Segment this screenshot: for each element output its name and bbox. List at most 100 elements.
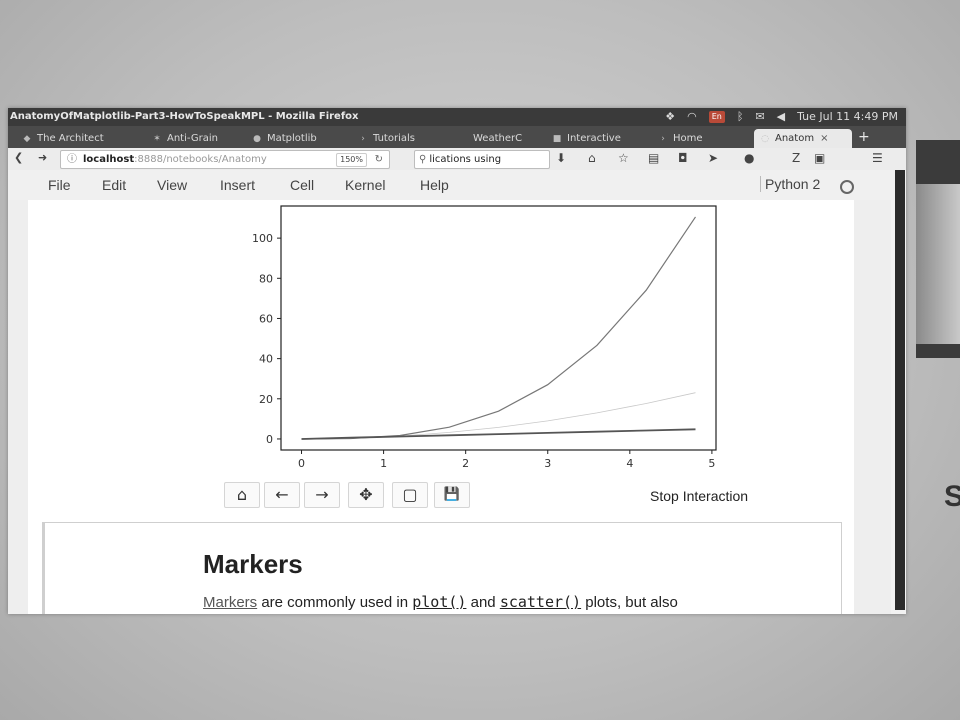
tab-label: Home [673,133,703,144]
zotero-icon[interactable]: Z [792,151,801,165]
tab-home[interactable]: › Home [658,129,748,148]
back-arrow-icon[interactable]: ❮ [14,151,24,164]
new-tab-plus-icon[interactable]: + [858,129,870,145]
pan-icon[interactable]: ✥ [348,482,384,508]
x-tick-label: 2 [462,457,469,470]
back-icon[interactable]: ← [264,482,300,508]
extension-icon[interactable]: ● [744,151,755,165]
x-axis-ticks: 0 1 2 3 4 5 [298,450,715,470]
menu-cell[interactable]: Cell [290,177,315,193]
text-fragment: are commonly used in [257,594,413,611]
tab-anti-grain[interactable]: ✶ Anti-Grain [152,129,242,148]
second-window-content [916,184,960,344]
zoom-rect-icon[interactable]: ▢ [392,482,428,508]
tab-label: Anti-Grain [167,133,218,144]
keyboard-language-indicator[interactable]: En [708,111,725,123]
tab-label: WeatherC [473,133,523,144]
tab-tutorials[interactable]: › Tutorials [358,129,450,148]
url-text: localhost:8888/notebooks/Anatomy [83,151,267,168]
y-tick-label: 40 [259,353,273,366]
url-host: localhost [83,154,135,165]
y-tick-label: 20 [259,393,273,406]
hamburger-menu-icon[interactable]: ☰ [872,151,883,165]
tab-label: Anatom [775,133,815,144]
text-fragment: plots, but also [581,594,678,611]
menu-edit[interactable]: Edit [102,177,127,193]
download-icon[interactable]: ⬇ [556,151,567,165]
figure-canvas[interactable]: 0 20 40 60 80 100 0 1 2 3 4 5 [238,200,738,470]
markers-link[interactable]: Markers [203,594,258,611]
search-text: lications using [429,154,502,165]
x-tick-label: 4 [626,457,633,470]
series-line-3 [301,428,696,440]
zoom-level[interactable]: 150% [336,153,367,167]
y-tick-label: 100 [252,232,273,245]
y-tick-label: 60 [259,312,273,325]
tab-label: Matplotlib [267,133,317,144]
send-icon[interactable]: ➤ [708,151,719,165]
x-tick-label: 5 [708,457,715,470]
tab-anatomy-active[interactable]: ◌ Anatom × [754,129,852,148]
url-bar[interactable]: ⓘ localhost:8888/notebooks/Anatomy 150% … [60,150,390,169]
y-axis-ticks: 0 20 40 60 80 100 [252,232,281,446]
tab-matplotlib[interactable]: ● Matplotlib [252,129,352,148]
clock[interactable]: Tue Jul 11 4:49 PM [797,110,898,123]
scatter-code-link[interactable]: scatter() [499,593,582,611]
x-tick-label: 1 [380,457,387,470]
star-icon: ✶ [153,134,161,144]
menu-insert[interactable]: Insert [220,177,256,193]
notebook-area: 0 20 40 60 80 100 0 1 2 3 4 5 ⌂ ← → ✥ ▢ 💾 Stop Int… [8,200,906,614]
info-icon[interactable]: ⓘ [67,154,77,165]
notebook-page: 0 20 40 60 80 100 0 1 2 3 4 5 ⌂ ← → ✥ ▢ 💾 Stop Int… [28,200,854,614]
text-fragment: and [466,594,500,611]
forward-arrow-icon[interactable]: ➜ [38,151,48,164]
mail-icon[interactable]: ✉ [755,110,765,123]
wifi-icon[interactable]: ◠ [687,110,697,123]
tab-label: The Architect [37,133,104,144]
extension-icon[interactable]: ▣ [814,151,826,165]
y-tick-label: 80 [259,272,273,285]
search-icon: ⚲ [419,154,427,165]
pocket-icon[interactable]: ◘ [678,151,688,165]
search-bar[interactable]: ⚲ lications using [414,150,550,169]
stop-interaction-button[interactable]: Stop Interaction [650,488,749,504]
bookmark-star-icon[interactable]: ☆ [618,151,629,165]
globe-icon: ● [253,134,261,144]
forward-icon[interactable]: → [304,482,340,508]
second-window [916,140,960,358]
tab-label: Interactive [567,133,621,144]
y-tick-label: 0 [266,433,273,446]
volume-icon[interactable]: ◀ [776,110,786,123]
second-monitor-edge [895,170,905,610]
dropbox-icon[interactable]: ❖ [665,110,676,123]
menu-file[interactable]: File [48,177,71,193]
home-icon[interactable]: ⌂ [224,482,260,508]
library-icon[interactable]: ▤ [648,151,660,165]
page-icon: ◆ [23,134,31,144]
tab-weatherc[interactable]: WeatherC [458,129,542,148]
tab-the-architect[interactable]: ◆ The Architect [22,129,144,148]
markdown-cell[interactable]: Markers Markers are commonly used in plo… [42,522,842,614]
bluetooth-icon[interactable]: ᛒ [736,110,744,123]
plot-code-link[interactable]: plot() [412,593,467,611]
window-titlebar: AnatomyOfMatplotlib-Part3-HowToSpeakMPL … [8,108,906,126]
markdown-heading: Markers [203,549,303,579]
close-tab-icon[interactable]: × [820,133,829,144]
x-tick-label: 0 [298,457,305,470]
system-tray: ❖ ◠ En ᛒ ✉ ◀ Tue Jul 11 4:49 PM [665,108,898,126]
reload-icon[interactable]: ↻ [374,154,383,165]
code-icon: › [361,134,365,144]
menu-kernel[interactable]: Kernel [345,177,386,193]
menu-help[interactable]: Help [420,177,449,193]
menu-view[interactable]: View [157,177,188,193]
kernel-status-indicator [840,180,854,194]
tab-interactive[interactable]: ■ Interactive [552,129,636,148]
x-tick-label: 3 [544,457,551,470]
save-icon[interactable]: 💾 [434,482,470,508]
jupyter-icon: ◌ [761,134,769,144]
second-window-glyph: S [944,480,960,513]
navigation-bar: ❮ ➜ ⓘ localhost:8888/notebooks/Anatomy 1… [8,148,906,171]
page-icon: › [661,134,665,144]
home-icon[interactable]: ⌂ [588,151,596,165]
url-path: :8888/notebooks/Anatomy [134,154,267,165]
